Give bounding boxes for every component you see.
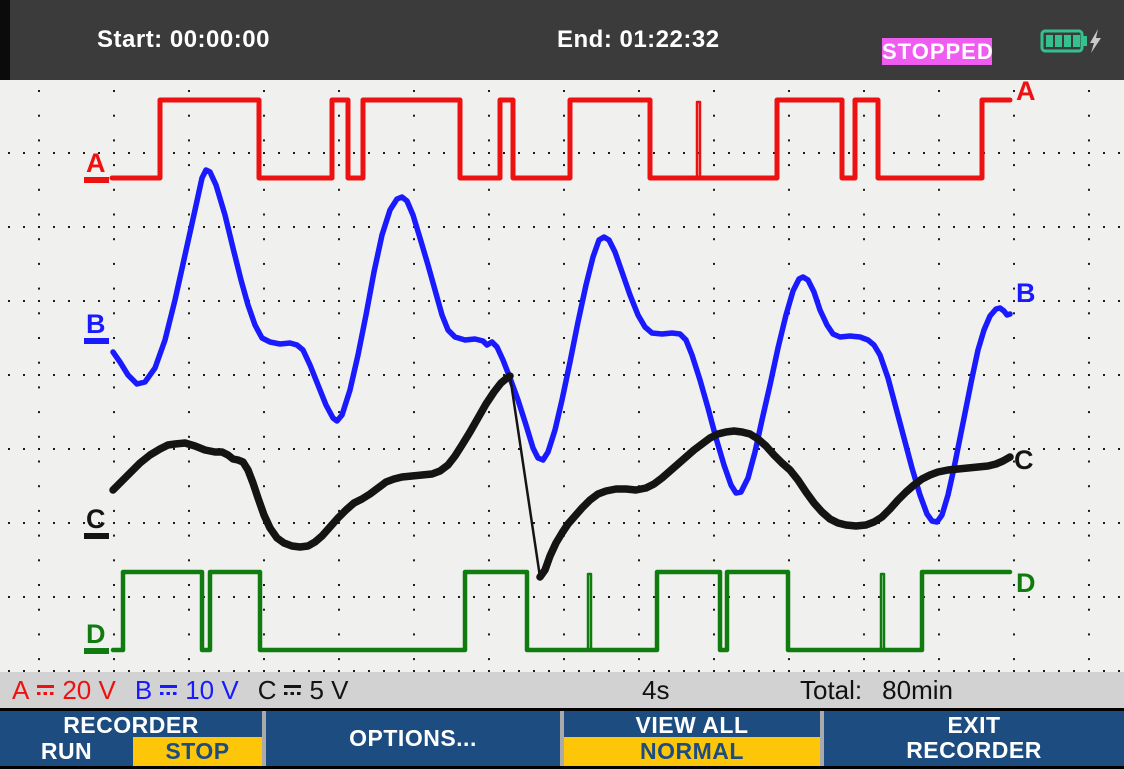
channel-readout-bar: A 20 V B 10 V C 5 V 4s Total: 80min [0, 672, 1124, 708]
softkey-f3-view-mode[interactable]: VIEW ALL NORMAL [564, 711, 820, 766]
channel-d-ground-marker [84, 648, 109, 654]
total-duration: Total: 80min [800, 672, 953, 708]
trace-d-segment-2 [879, 572, 886, 652]
recording-start-time: Start: 00:00:00 [97, 26, 270, 53]
channel-b-label: B [134, 674, 153, 705]
options-button-label: OPTIONS... [349, 725, 477, 751]
dc-coupling-icon [37, 685, 55, 695]
channel-d-right-label: D [1016, 568, 1036, 598]
trace-c-segment-0 [109, 372, 514, 551]
trace-c-segment-1 [508, 374, 542, 579]
channel-a-ground-marker [84, 177, 109, 183]
trace-c-segment-2 [536, 427, 1014, 581]
channel-b-ground-marker [84, 338, 109, 344]
softkey-f1-recorder-run-stop[interactable]: RECORDER RUN STOP [0, 711, 262, 766]
channel-a-left-label: A [86, 148, 106, 178]
trace-a-segment-0 [109, 97, 1013, 181]
channel-c-label: C [257, 674, 277, 705]
channel-c-ground-marker [84, 533, 109, 539]
exit-recorder-label: RECORDER [906, 737, 1042, 763]
channel-a-readout: A 20 V [12, 675, 116, 706]
channel-c-readout: C 5 V [258, 675, 349, 706]
channel-readouts: A 20 V B 10 V C 5 V [12, 672, 349, 708]
total-value: 80min [882, 675, 953, 705]
recording-header-bar: Start: 00:00:00 End: 01:22:32 STOPPED [0, 0, 1124, 80]
channel-b-readout: B 10 V [135, 675, 239, 706]
menu-divider [262, 711, 266, 766]
trace-a-segment-1 [695, 100, 702, 180]
stop-option-selected[interactable]: STOP [133, 737, 262, 766]
channel-b-left-label: B [86, 309, 106, 339]
normal-option-selected[interactable]: NORMAL [564, 737, 820, 766]
channel-b-right-label: B [1016, 278, 1036, 308]
softkey-menu: RECORDER RUN STOP OPTIONS... VIEW ALL NO… [0, 708, 1124, 769]
channel-c-right-label: C [1014, 445, 1034, 475]
screen-left-edge [0, 0, 10, 80]
menu-divider [820, 711, 824, 766]
run-option[interactable]: RUN [40, 738, 93, 764]
softkey-f2-options[interactable]: OPTIONS... [266, 711, 560, 766]
recorder-menu-title: RECORDER [63, 712, 199, 738]
scope-graticule-and-traces: A A B B C C D D [8, 80, 1120, 672]
total-label: Total: [800, 675, 863, 705]
channel-d-left-label: D [86, 619, 106, 649]
channel-a-range: 20 V [62, 674, 116, 705]
dc-coupling-icon [160, 685, 178, 695]
waveform-plot: A A B B C C D D [0, 80, 1124, 672]
channel-b-range: 10 V [185, 674, 239, 705]
grid-dots [8, 90, 1120, 672]
menu-divider [560, 711, 564, 766]
channel-a-right-label: A [1016, 80, 1036, 106]
trace-d-segment-1 [586, 572, 593, 652]
trace-d-segment-0 [110, 569, 1013, 653]
status-badge: STOPPED [882, 38, 994, 65]
lightning-bolt-icon [1090, 29, 1101, 53]
battery-charging-icon [1040, 29, 1101, 53]
trace-b-segment-0 [110, 167, 1013, 525]
exit-label: EXIT [947, 712, 1001, 738]
channel-a-label: A [12, 674, 30, 705]
timebase-per-division: 4s [642, 675, 670, 705]
dc-coupling-icon [284, 685, 302, 695]
softkey-f4-exit-recorder[interactable]: EXIT RECORDER [824, 711, 1124, 766]
recording-end-time: End: 01:22:32 [557, 26, 720, 53]
channel-c-left-label: C [86, 504, 106, 534]
view-all-option[interactable]: VIEW ALL [635, 712, 749, 738]
channel-c-range: 5 V [309, 674, 349, 705]
